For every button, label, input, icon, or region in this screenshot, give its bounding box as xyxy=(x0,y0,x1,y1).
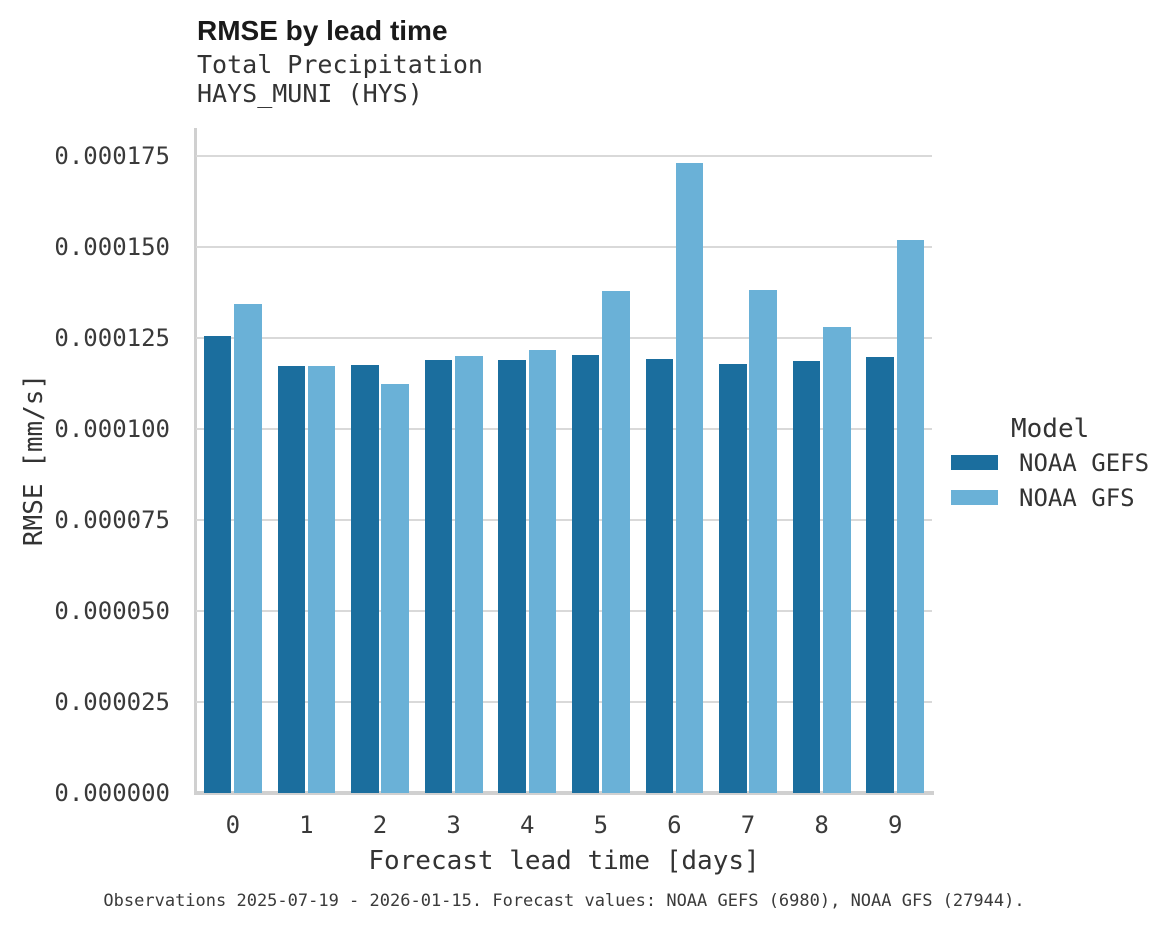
x-axis-label: Forecast lead time [days] xyxy=(368,846,760,876)
bar-noaa-gefs xyxy=(424,359,453,793)
legend-swatch-noaa-gefs xyxy=(951,455,998,470)
chart-caption: Observations 2025-07-19 - 2026-01-15. Fo… xyxy=(103,891,1025,911)
x-tick-label: 3 xyxy=(446,811,461,839)
x-tick-label: 6 xyxy=(667,811,682,839)
bar-noaa-gfs xyxy=(234,303,262,793)
y-gridline xyxy=(196,154,932,157)
chart-subtitle-station: HAYS_MUNI (HYS) xyxy=(197,79,423,108)
bar-noaa-gefs xyxy=(571,354,600,793)
legend-label-noaa-gfs: NOAA GFS xyxy=(1019,484,1135,512)
y-gridline xyxy=(196,336,932,339)
x-tick-label: 8 xyxy=(814,811,829,839)
x-tick-label: 4 xyxy=(519,811,535,839)
x-tick-label: 1 xyxy=(299,811,314,839)
bar-noaa-gfs xyxy=(896,239,925,793)
bar-noaa-gefs xyxy=(866,357,894,793)
bar-noaa-gfs xyxy=(602,291,630,793)
bar-noaa-gfs xyxy=(749,290,777,793)
y-tick-label: 0.000025 xyxy=(54,687,170,716)
y-axis-label: RMSE [mm/s] xyxy=(19,373,49,547)
bar-noaa-gefs xyxy=(498,359,526,793)
legend-title: Model xyxy=(1011,414,1090,444)
y-gridline xyxy=(196,700,932,703)
bar-noaa-gefs xyxy=(203,335,232,793)
y-tick-label: 0.000050 xyxy=(54,596,170,625)
y-gridline xyxy=(196,245,932,248)
bar-noaa-gfs xyxy=(675,162,704,793)
bar-noaa-gfs xyxy=(307,365,336,793)
y-tick-label: 0.000000 xyxy=(54,779,170,807)
x-tick-label: 5 xyxy=(593,811,609,839)
x-tick-label: 7 xyxy=(740,811,756,839)
chart-title: RMSE by lead time xyxy=(197,15,448,46)
x-tick-label: 0 xyxy=(225,811,241,839)
y-tick-label: 0.000150 xyxy=(54,232,170,261)
bar-noaa-gefs xyxy=(792,360,821,793)
legend-swatch-noaa-gfs xyxy=(951,490,998,505)
y-gridline xyxy=(196,609,932,612)
chart-subtitle-variable: Total Precipitation xyxy=(197,50,483,79)
legend-label-noaa-gefs: NOAA GEFS xyxy=(1019,449,1150,477)
y-tick-label: 0.000075 xyxy=(54,505,170,534)
y-tick-label: 0.000125 xyxy=(54,323,170,352)
y-gridline xyxy=(196,427,932,430)
bar-noaa-gfs xyxy=(823,326,851,793)
bar-noaa-gfs xyxy=(381,384,409,793)
bar-noaa-gefs xyxy=(719,364,747,793)
y-tick-label: 0.000175 xyxy=(54,141,170,170)
bar-noaa-gefs xyxy=(351,365,379,793)
y-tick-label: 0.000100 xyxy=(54,414,170,443)
x-tick-label: 2 xyxy=(372,811,388,839)
x-axis-baseline xyxy=(194,791,934,795)
x-tick-label: 9 xyxy=(887,811,903,839)
bar-noaa-gefs xyxy=(277,365,305,793)
bar-noaa-gefs xyxy=(645,358,673,793)
y-axis-spine xyxy=(194,128,197,795)
y-gridline xyxy=(196,518,932,521)
bar-noaa-gfs xyxy=(528,350,557,793)
bar-noaa-gfs xyxy=(455,355,483,793)
